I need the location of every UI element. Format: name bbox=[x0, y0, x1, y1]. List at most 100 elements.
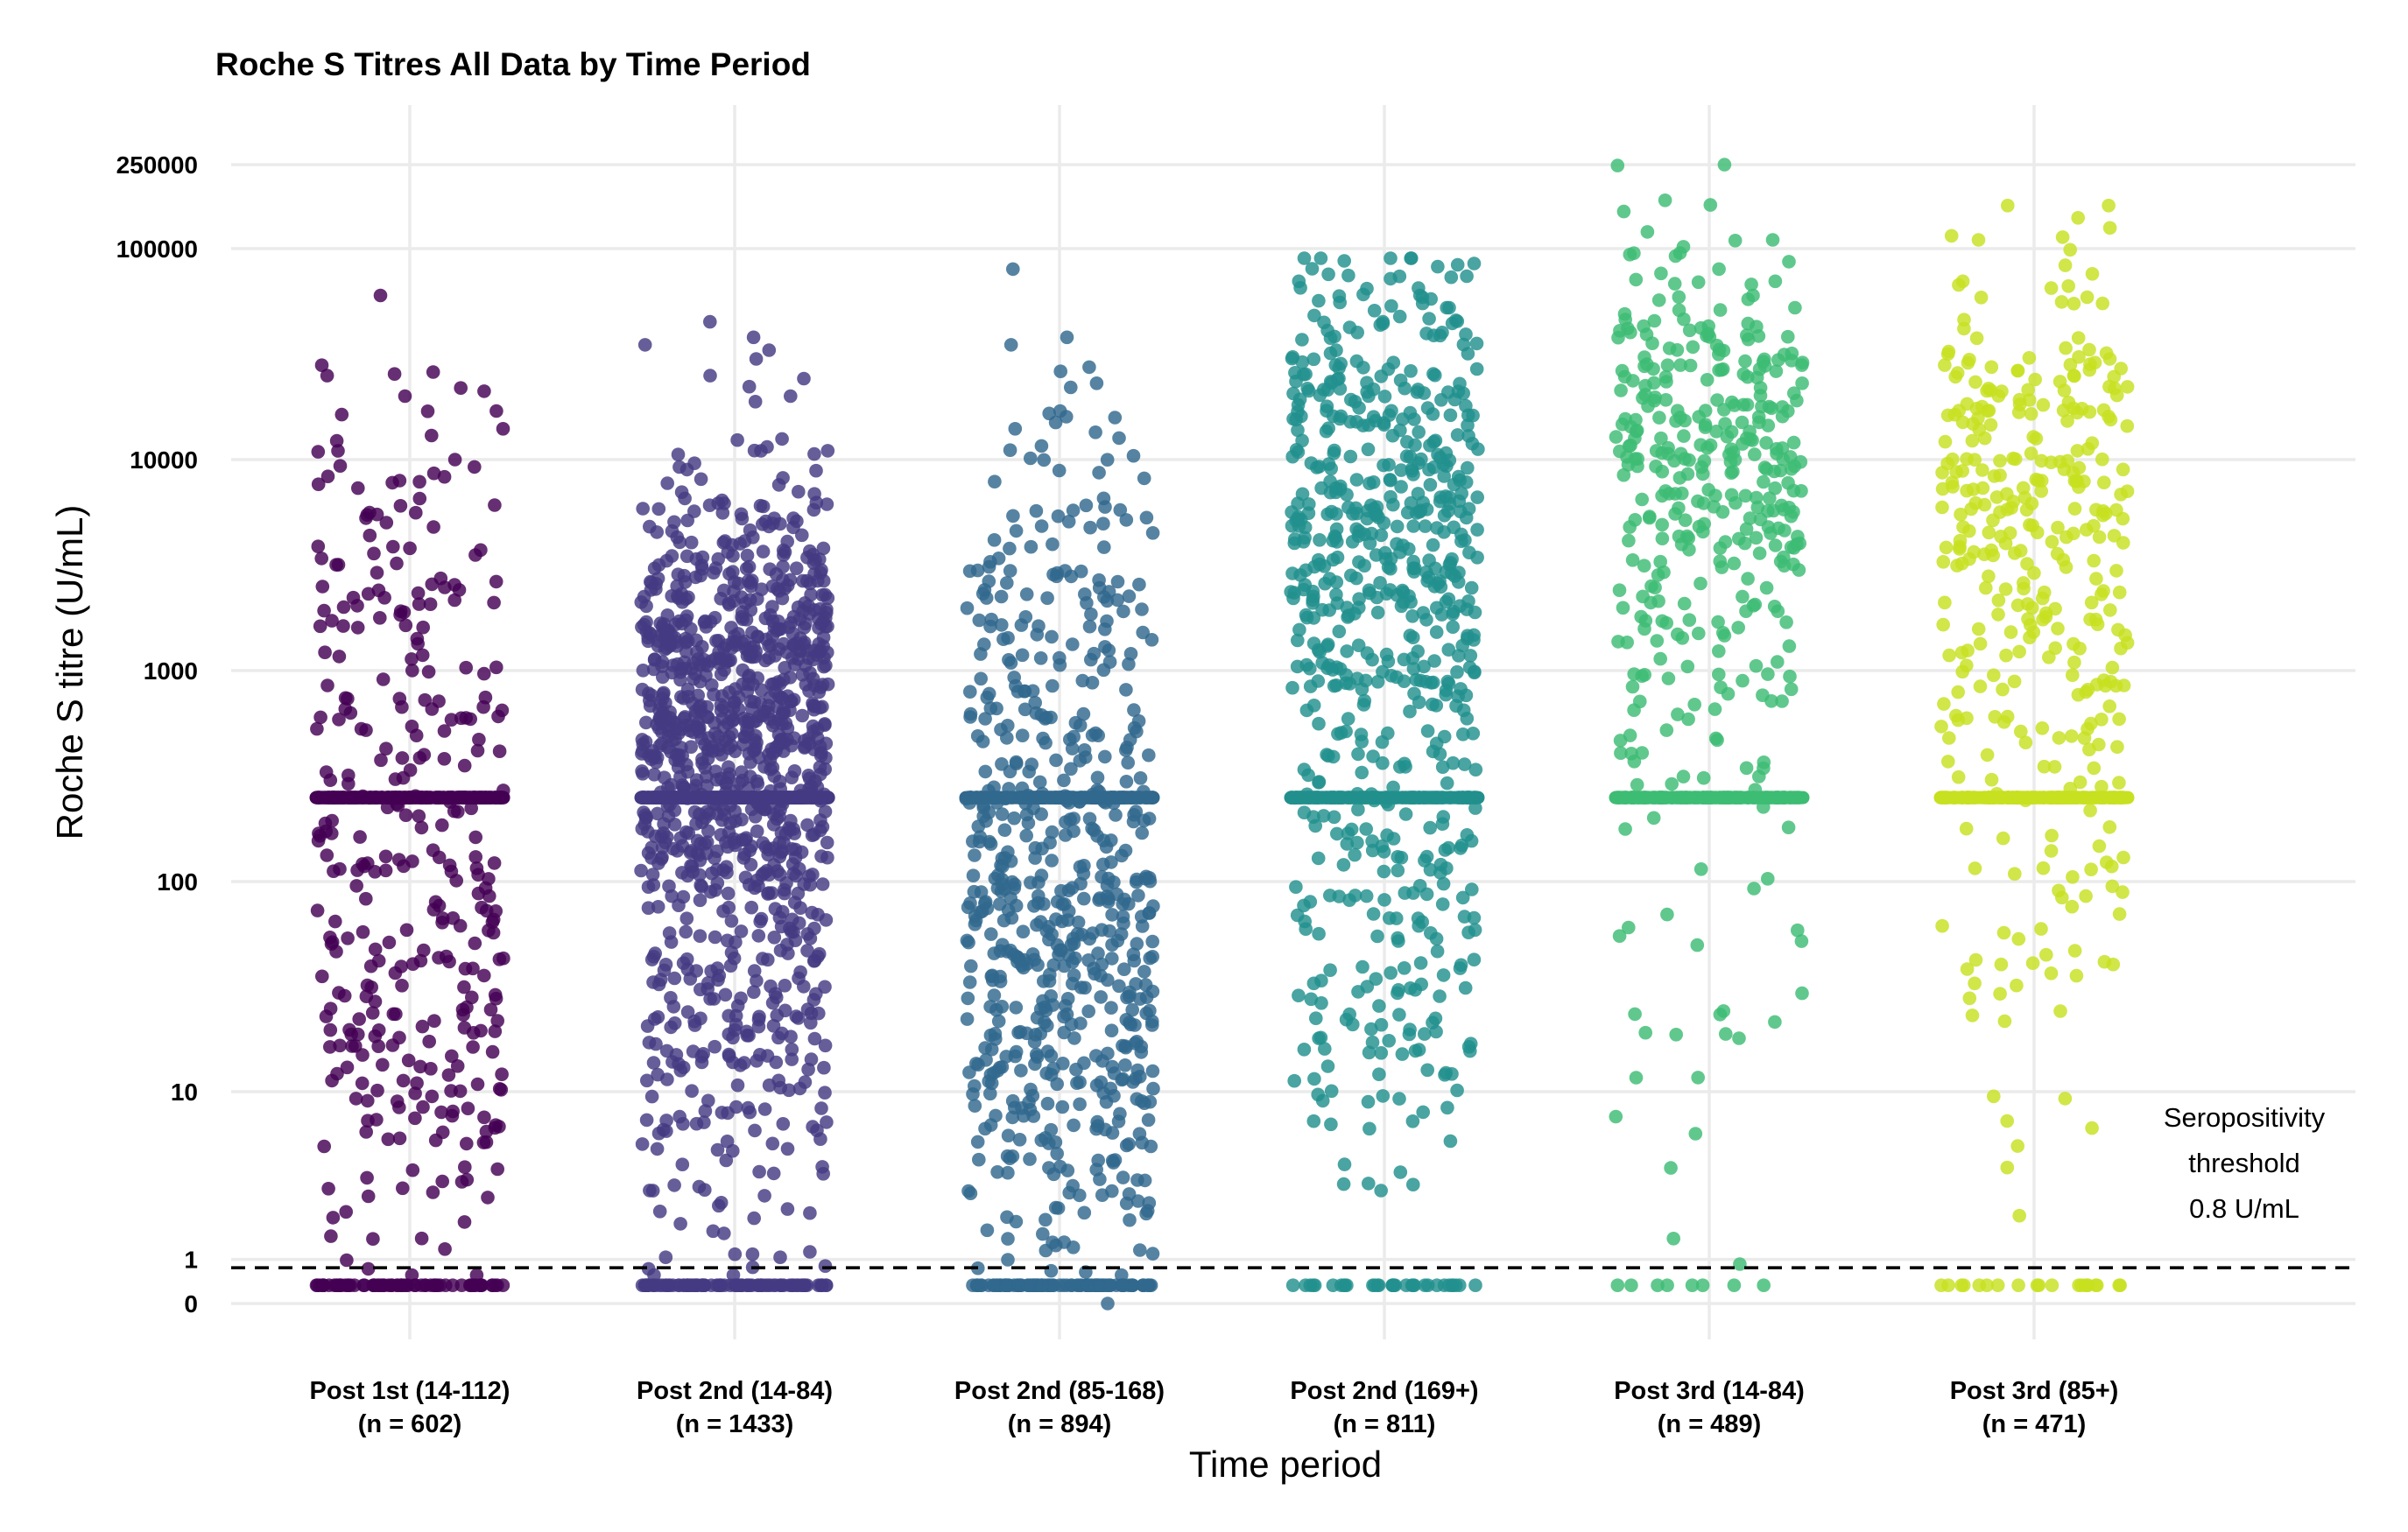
data-point bbox=[417, 944, 431, 958]
data-point bbox=[2089, 613, 2103, 627]
data-point bbox=[2088, 762, 2102, 776]
data-point bbox=[416, 1020, 430, 1034]
data-point bbox=[1142, 1114, 1156, 1128]
data-point bbox=[468, 831, 482, 845]
data-point bbox=[788, 826, 802, 840]
data-point bbox=[1987, 1090, 2001, 1104]
data-point bbox=[496, 422, 510, 436]
data-point bbox=[1398, 961, 1412, 975]
data-point bbox=[752, 929, 766, 943]
data-point bbox=[1448, 393, 1462, 407]
data-point bbox=[1955, 464, 1969, 478]
data-point bbox=[1348, 848, 1362, 862]
data-point bbox=[362, 587, 376, 601]
data-point bbox=[1421, 724, 1435, 738]
data-point bbox=[776, 471, 790, 485]
data-point bbox=[320, 369, 334, 383]
data-point bbox=[979, 765, 993, 779]
data-point bbox=[785, 913, 799, 927]
data-point bbox=[1936, 618, 1950, 632]
data-point bbox=[1074, 565, 1088, 579]
data-point bbox=[2121, 636, 2135, 650]
data-point bbox=[1640, 357, 1654, 371]
data-point bbox=[397, 860, 411, 874]
data-point bbox=[1090, 376, 1104, 390]
data-point bbox=[1462, 1040, 1476, 1054]
data-point bbox=[2103, 221, 2117, 235]
data-point bbox=[1454, 534, 1468, 548]
data-point bbox=[2053, 375, 2067, 389]
data-point bbox=[642, 880, 656, 894]
data-point bbox=[438, 580, 452, 594]
data-point bbox=[1046, 538, 1060, 552]
data-point bbox=[1043, 968, 1057, 982]
data-point bbox=[1059, 828, 1073, 842]
data-point bbox=[490, 1014, 504, 1028]
data-point bbox=[752, 1013, 766, 1027]
data-point bbox=[664, 1021, 678, 1035]
data-point bbox=[414, 1278, 428, 1292]
data-point bbox=[744, 580, 758, 594]
data-point bbox=[496, 952, 510, 966]
data-point bbox=[681, 963, 695, 977]
data-point bbox=[755, 912, 769, 926]
data-point bbox=[1964, 502, 1978, 517]
data-point bbox=[1053, 651, 1067, 665]
data-point bbox=[1095, 1188, 1109, 1202]
data-point bbox=[749, 395, 763, 409]
data-point bbox=[2095, 453, 2109, 467]
data-point bbox=[415, 1232, 429, 1246]
data-point bbox=[433, 851, 447, 865]
data-point bbox=[1470, 362, 1484, 376]
data-point bbox=[647, 663, 661, 677]
data-point bbox=[1006, 263, 1020, 277]
data-point bbox=[1957, 313, 1971, 327]
data-point bbox=[1045, 854, 1059, 868]
data-point bbox=[410, 1077, 424, 1091]
data-point bbox=[963, 685, 977, 699]
data-point bbox=[1014, 1025, 1028, 1039]
data-point bbox=[1391, 983, 1405, 997]
data-point bbox=[2093, 840, 2107, 854]
data-point bbox=[1382, 655, 1396, 669]
data-point bbox=[435, 1175, 449, 1189]
data-point bbox=[635, 764, 649, 778]
data-point bbox=[681, 683, 695, 697]
data-point bbox=[757, 836, 771, 850]
data-point bbox=[1398, 653, 1412, 667]
data-point bbox=[821, 444, 835, 458]
data-point bbox=[671, 844, 685, 858]
data-point bbox=[748, 882, 762, 896]
data-point bbox=[1458, 910, 1472, 924]
data-point bbox=[652, 502, 666, 517]
data-point bbox=[751, 777, 765, 791]
data-point bbox=[1004, 338, 1018, 352]
data-point bbox=[1373, 576, 1387, 590]
data-point bbox=[981, 1224, 995, 1238]
data-point bbox=[318, 645, 332, 659]
data-point bbox=[2095, 587, 2109, 601]
data-point bbox=[1390, 911, 1404, 925]
data-point bbox=[1648, 314, 1662, 328]
data-point bbox=[1064, 381, 1078, 395]
data-point bbox=[1068, 952, 1082, 966]
data-point bbox=[2116, 851, 2130, 865]
data-point bbox=[1034, 651, 1048, 665]
data-point bbox=[1312, 294, 1326, 308]
data-point bbox=[1681, 660, 1695, 674]
data-point bbox=[1361, 980, 1375, 994]
data-point bbox=[1001, 1253, 1015, 1267]
data-point bbox=[1367, 907, 1381, 921]
data-point bbox=[809, 464, 823, 478]
data-point bbox=[1321, 268, 1335, 282]
data-point bbox=[1785, 683, 1799, 697]
data-point bbox=[989, 1032, 1003, 1046]
data-point bbox=[1430, 932, 1444, 946]
data-point bbox=[1431, 448, 1445, 462]
data-point bbox=[339, 1205, 353, 1219]
data-point bbox=[2114, 488, 2128, 502]
data-point bbox=[2012, 1209, 2026, 1223]
data-point bbox=[2008, 867, 2022, 881]
data-point bbox=[1135, 1040, 1149, 1054]
data-point bbox=[1078, 743, 1092, 757]
